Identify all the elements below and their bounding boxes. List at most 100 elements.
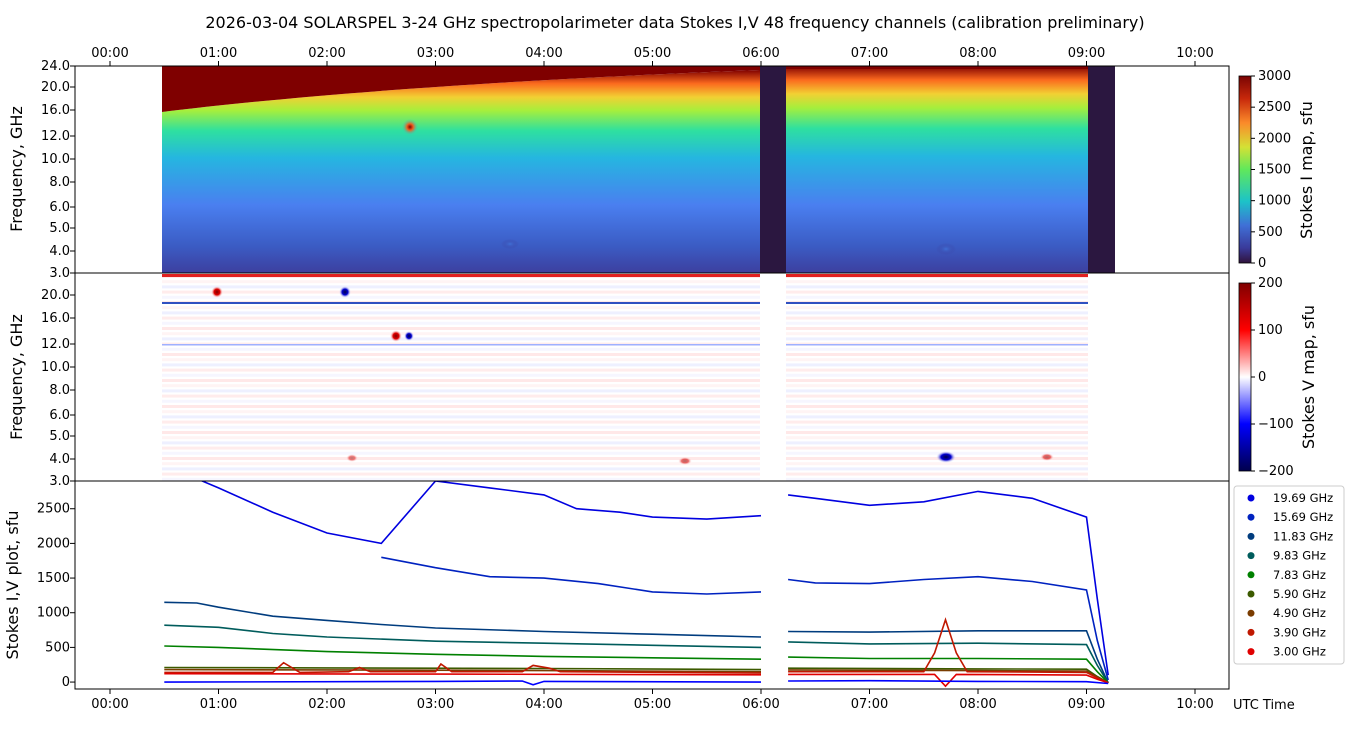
series-line-2	[788, 630, 1109, 684]
freq-tick-label: 3.0	[49, 266, 70, 281]
stokes-v-stripe	[162, 332, 1088, 336]
time-tick-label: 05:00	[634, 697, 671, 712]
stokes-v-stripe	[162, 302, 1088, 304]
time-tick-label: 02:00	[308, 697, 345, 712]
stokes-v-stripe	[162, 446, 1088, 450]
stokes-v-stripe	[162, 337, 1088, 341]
legend-marker	[1247, 513, 1255, 521]
series-line-4	[164, 645, 762, 660]
stokes-v-stripe	[162, 425, 1088, 429]
legend: 19.69 GHz 15.69 GHz 11.83 GHz 9.83 GHz 7.83 …	[1233, 485, 1345, 665]
time-tick-label: 01:00	[200, 697, 237, 712]
series-line-8	[164, 672, 762, 676]
series-line-3	[164, 624, 762, 649]
stokes-i-gap-2	[1088, 66, 1115, 273]
colorbar-tick-label: −200	[1258, 464, 1294, 479]
stokes-i-saturated-1	[162, 66, 760, 112]
legend-marker	[1247, 590, 1255, 598]
freq-tick-label: 3.0	[49, 474, 70, 489]
colorbar-tick-label: 500	[1258, 225, 1283, 240]
series-line-8	[788, 673, 1109, 688]
stokes-i-spectrum-2	[786, 66, 1088, 205]
freq-tick-label: 16.0	[41, 311, 70, 326]
time-tick-label: 10:00	[1176, 697, 1213, 712]
plot-tick-label: 0	[62, 675, 70, 690]
legend-label: 3.90 GHz	[1273, 625, 1326, 639]
series-line-3	[788, 641, 1109, 684]
colorbar-tick-label: 2500	[1258, 100, 1291, 115]
stokes-v-ylabel: Frequency, GHz	[7, 314, 26, 440]
plot-tick-label: 1500	[37, 571, 70, 586]
stokes-i-low-band	[162, 205, 760, 273]
colorbar-tick-label: 1500	[1258, 163, 1291, 178]
stokes-v-stripe	[162, 441, 1088, 445]
time-axis-label: UTC Time	[1233, 698, 1295, 713]
legend-box	[1233, 485, 1345, 665]
stokes-v-stripe	[162, 285, 1088, 289]
legend-label: 15.69 GHz	[1273, 510, 1333, 524]
time-tick-label: 04:00	[525, 697, 562, 712]
stokes-v-stripe	[162, 399, 1088, 403]
colorbar-tick-label: 0	[1258, 256, 1266, 271]
stokes-v-spot-red	[1040, 453, 1054, 461]
stokes-v-stripe	[162, 472, 1088, 476]
stokes-i-ylabel: Frequency, GHz	[7, 106, 26, 232]
plot-tick-label: 1000	[37, 606, 70, 621]
freq-tick-label: 4.0	[49, 244, 70, 259]
series-line-1	[381, 556, 762, 595]
legend-label: 7.83 GHz	[1273, 568, 1326, 582]
series-line-0	[788, 490, 1109, 676]
stokes-v-stripe	[162, 384, 1088, 388]
plot-tick-label: 2000	[37, 536, 70, 551]
legend-marker	[1247, 552, 1255, 560]
stokes-v-stripe	[162, 431, 1088, 434]
stokes-v-stripe	[162, 457, 1088, 460]
colorbar-tick-label: −100	[1258, 417, 1294, 432]
stokes-v-stripe	[162, 280, 1088, 284]
stokes-v-stripe	[162, 420, 1088, 424]
stokes-v-spot-blue	[339, 286, 351, 298]
stokes-i-faint-spot	[501, 239, 519, 249]
colorbar-tick-label: 1000	[1258, 194, 1291, 209]
series-line-1	[788, 575, 1109, 681]
stokes-v-stripe	[162, 363, 1088, 367]
time-tick-label: 05:00	[634, 46, 671, 61]
stokes-v-stripe	[162, 316, 1088, 320]
stokes-v-stripe	[162, 373, 1088, 377]
time-tick-label: 03:00	[417, 697, 454, 712]
stokes-v-stripe	[162, 306, 1088, 310]
legend-label: 3.00 GHz	[1273, 645, 1326, 659]
stokes-v-stripe	[162, 477, 1088, 481]
stokes-v-stripe	[162, 358, 1088, 362]
stokes-v-gap-1	[760, 273, 786, 481]
freq-tick-label: 12.0	[41, 129, 70, 144]
stokes-v-stripe	[162, 451, 1088, 455]
colorbar-tick-label: 3000	[1258, 69, 1291, 84]
stokes-v-stripe	[162, 389, 1088, 393]
stokes-v-stripe	[162, 344, 1088, 346]
y-axes: 3.0 4.0 5.0 6.0 8.0 10.0 12.0 16.0 20.0 24.0 3.0 4.…	[37, 59, 75, 690]
series-line-0	[200, 481, 762, 545]
legend-marker	[1247, 648, 1255, 656]
legend-marker	[1247, 494, 1255, 502]
plot-tick-label: 500	[45, 640, 70, 655]
time-tick-label: 08:00	[959, 697, 996, 712]
stokes-v-spot-red	[346, 454, 358, 462]
series-line-5	[164, 666, 762, 671]
stokes-v-stripe	[162, 410, 1088, 414]
freq-tick-label: 6.0	[49, 200, 70, 215]
freq-tick-label: 16.0	[41, 103, 70, 118]
stokes-i-colorbar	[1238, 75, 1252, 264]
figure-title: 2026-03-04 SOLARSPEL 3-24 GHz spectropol…	[205, 13, 1144, 32]
stokes-v-spot-red	[211, 286, 223, 298]
time-tick-label: 08:00	[959, 46, 996, 61]
stokes-v-stripe	[162, 311, 1088, 315]
stokes-i-low-band-2	[786, 205, 1088, 273]
time-tick-label: 00:00	[91, 46, 128, 61]
stokes-i-gap-1	[760, 66, 786, 273]
time-tick-label: 02:00	[308, 46, 345, 61]
stokes-v-stripe	[162, 379, 1088, 382]
stokes-v-gap-2	[1088, 273, 1115, 481]
freq-tick-label: 4.0	[49, 452, 70, 467]
